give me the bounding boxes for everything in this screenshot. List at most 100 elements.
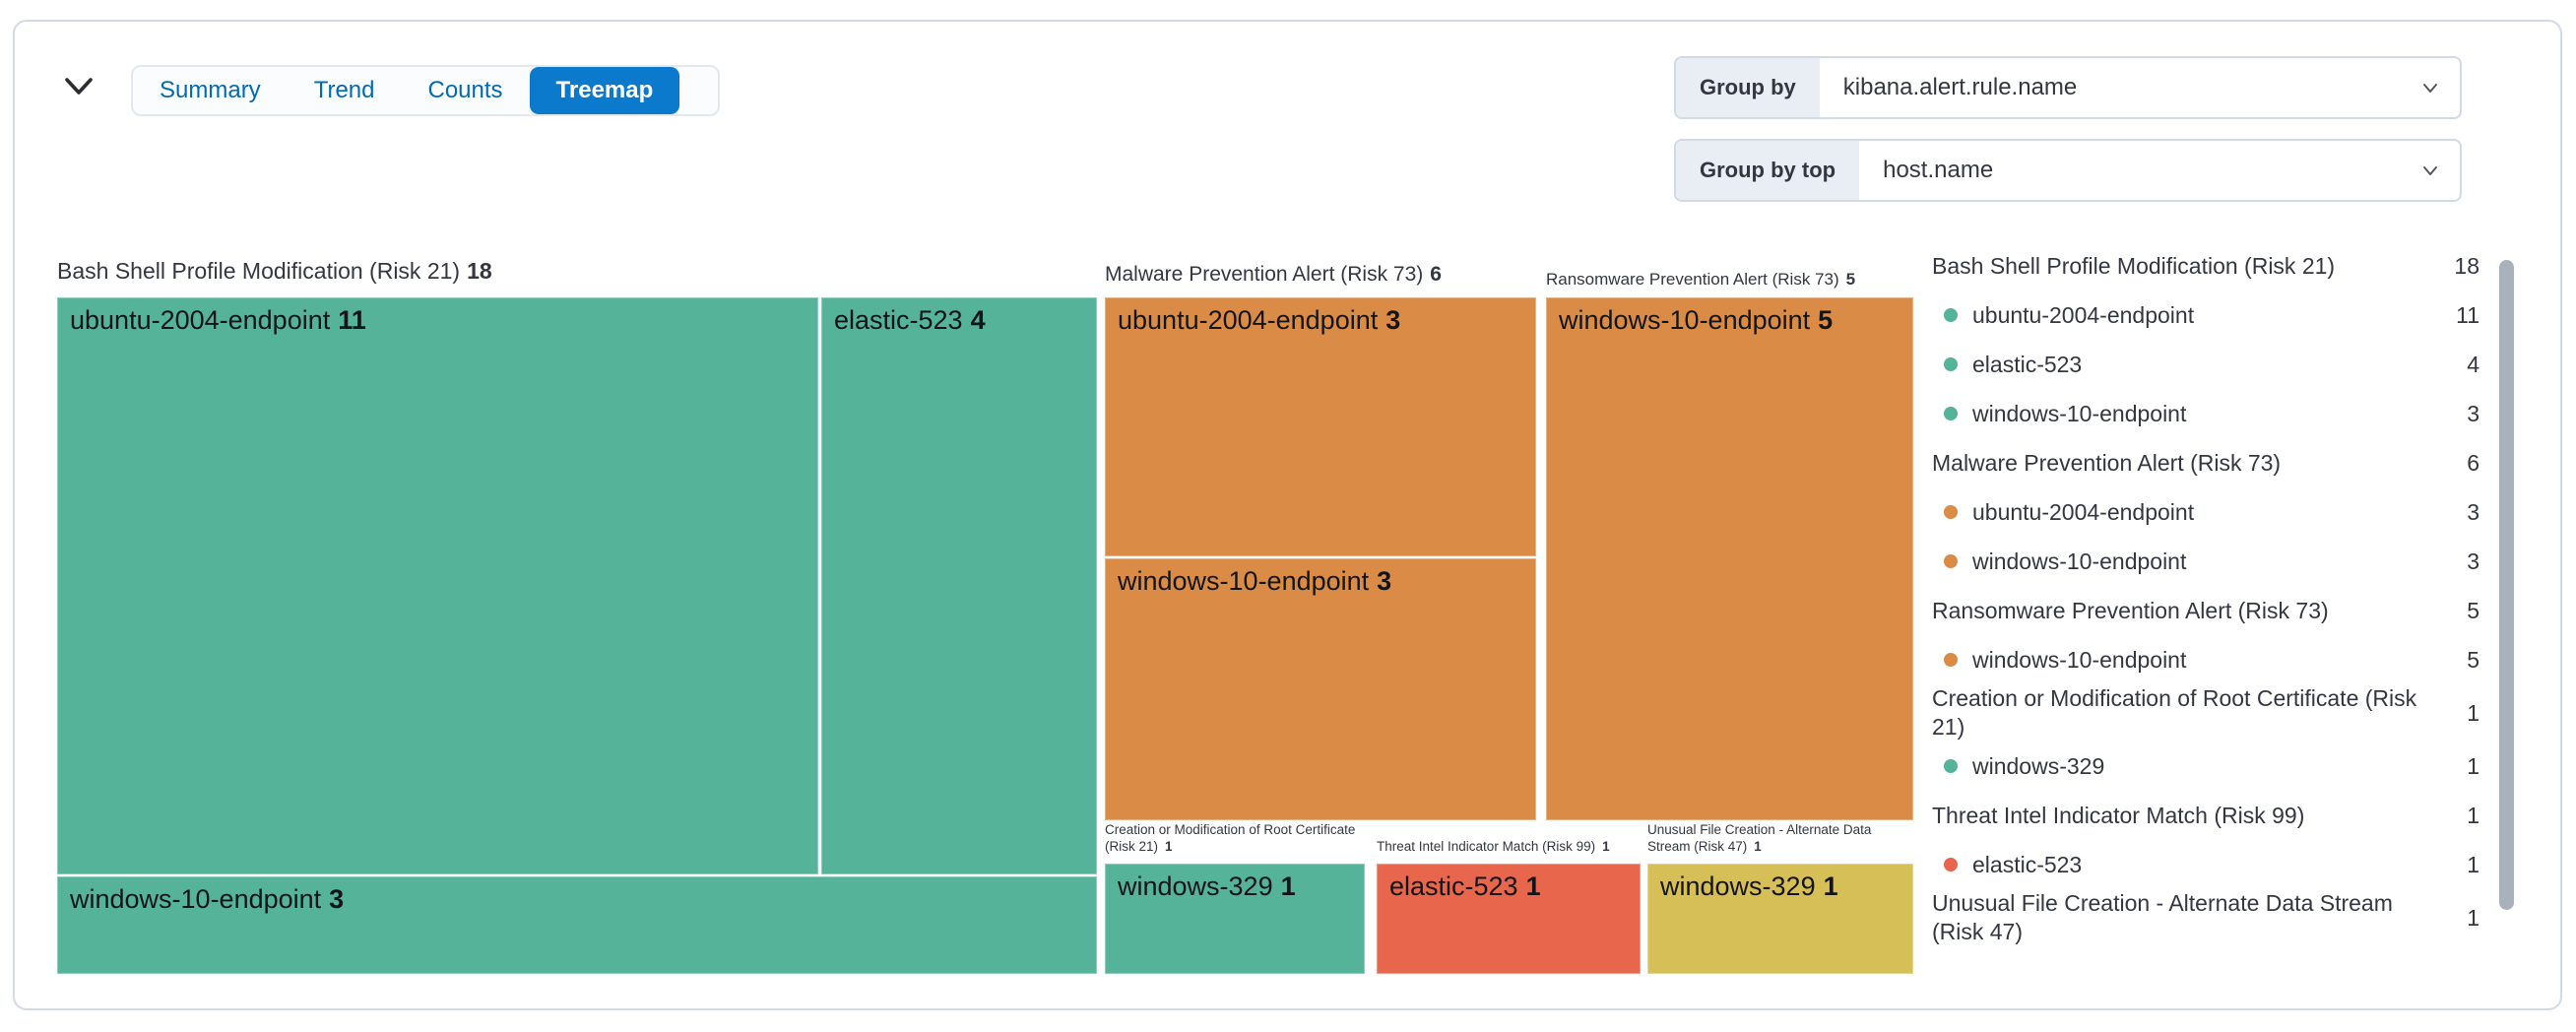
group-name: Unusual File Creation - Alternate Data S…: [1647, 822, 1872, 854]
treemap-cell[interactable]: windows-329 1: [1647, 864, 1913, 974]
group-by-control: Group by kibana.alert.rule.name: [1674, 56, 2462, 119]
legend-value: 18: [2454, 252, 2479, 279]
group-by-select[interactable]: kibana.alert.rule.name: [1820, 58, 2460, 117]
treemap-group-header: Ransomware Prevention Alert (Risk 73) 5: [1546, 269, 1855, 290]
legend-label: windows-10-endpoint: [1972, 646, 2187, 673]
group-name: Creation or Modification of Root Certifi…: [1105, 822, 1356, 854]
cell-name: windows-10-endpoint: [1118, 566, 1370, 596]
group-name: Ransomware Prevention Alert (Risk 73): [1546, 270, 1839, 289]
legend-label: ubuntu-2004-endpoint: [1972, 301, 2195, 328]
group-by-top-label: Group by top: [1676, 141, 1860, 200]
legend-label: elastic-523: [1972, 351, 2083, 377]
legend-dot: [1944, 759, 1958, 773]
legend-row[interactable]: Creation or Modification of Root Certifi…: [1930, 684, 2479, 742]
legend-label: Unusual File Creation - Alternate Data S…: [1932, 890, 2393, 944]
legend-dot: [1944, 505, 1958, 519]
treemap-group-header: Unusual File Creation - Alternate Data S…: [1647, 822, 1901, 856]
legend-label: windows-10-endpoint: [1972, 400, 2187, 426]
legend-label: Creation or Modification of Root Certifi…: [1932, 685, 2417, 740]
cell-name: windows-329: [1118, 871, 1273, 901]
collapse-panel-button[interactable]: [57, 69, 100, 104]
legend-dot: [1944, 357, 1958, 371]
cell-count: 3: [1377, 566, 1392, 596]
tab-summary[interactable]: Summary: [133, 67, 288, 114]
cell-count: 5: [1818, 305, 1834, 335]
legend-label: elastic-523: [1972, 851, 2083, 877]
chevron-down-icon: [2418, 159, 2442, 182]
legend-row[interactable]: windows-10-endpoint 3: [1930, 389, 2479, 438]
tab-treemap[interactable]: Treemap: [529, 67, 680, 114]
cell-name: elastic-523: [834, 305, 963, 335]
cell-count: 4: [970, 305, 986, 335]
legend-label: Bash Shell Profile Modification (Risk 21…: [1932, 252, 2336, 279]
cell-count: 1: [1823, 871, 1838, 901]
legend-label: Ransomware Prevention Alert (Risk 73): [1932, 597, 2329, 623]
cell-name: elastic-523: [1389, 871, 1518, 901]
legend-value: 3: [2467, 498, 2479, 525]
legend-value: 5: [2467, 646, 2479, 673]
group-count: 18: [467, 258, 492, 284]
chevron-down-icon: [62, 76, 96, 97]
cell-name: ubuntu-2004-endpoint: [70, 305, 331, 335]
legend-value: 11: [2456, 301, 2479, 328]
treemap-cell[interactable]: windows-329 1: [1105, 864, 1365, 974]
tab-trend[interactable]: Trend: [288, 67, 402, 114]
group-count: 1: [1165, 838, 1173, 854]
legend-row[interactable]: Malware Prevention Alert (Risk 73) 6: [1930, 438, 2479, 487]
treemap-cell[interactable]: windows-10-endpoint 3: [57, 876, 1097, 974]
treemap-cell[interactable]: windows-10-endpoint 3: [1105, 558, 1536, 820]
legend-dot: [1944, 858, 1958, 871]
legend-value: 4: [2467, 351, 2479, 377]
legend-value: 5: [2467, 597, 2479, 623]
legend-scrollbar-thumb[interactable]: [2499, 260, 2514, 910]
group-by-value: kibana.alert.rule.name: [1842, 74, 2078, 100]
treemap-group-header: Bash Shell Profile Modification (Risk 21…: [57, 257, 492, 286]
legend-label: windows-329: [1972, 752, 2105, 779]
legend-row[interactable]: ubuntu-2004-endpoint 11: [1930, 290, 2479, 340]
cell-name: ubuntu-2004-endpoint: [1118, 305, 1379, 335]
cell-count: 3: [329, 884, 345, 914]
treemap-cell[interactable]: windows-10-endpoint 5: [1546, 297, 1913, 820]
treemap-cell[interactable]: elastic-523 1: [1377, 864, 1641, 974]
legend-row[interactable]: Unusual File Creation - Alternate Data S…: [1930, 889, 2479, 946]
legend-value: 1: [2467, 802, 2479, 828]
cell-count: 3: [1385, 305, 1401, 335]
legend-label: Malware Prevention Alert (Risk 73): [1932, 449, 2282, 476]
treemap-cell[interactable]: elastic-523 4: [821, 297, 1097, 874]
treemap-cell[interactable]: ubuntu-2004-endpoint 11: [57, 297, 818, 874]
alerts-view-button-group: Summary Trend Counts Treemap: [131, 65, 720, 116]
legend-value: 3: [2467, 548, 2479, 574]
legend-row[interactable]: elastic-523 1: [1930, 840, 2479, 889]
legend-row[interactable]: windows-329 1: [1930, 742, 2479, 791]
legend-row[interactable]: Threat Intel Indicator Match (Risk 99) 1: [1930, 791, 2479, 840]
treemap-group-header: Malware Prevention Alert (Risk 73) 6: [1105, 262, 1442, 288]
chevron-down-icon: [2418, 76, 2442, 99]
cell-name: windows-329: [1660, 871, 1816, 901]
legend-dot: [1944, 554, 1958, 568]
legend-value: 1: [2467, 699, 2479, 726]
cell-name: windows-10-endpoint: [70, 884, 322, 914]
legend-dot: [1944, 308, 1958, 322]
treemap-cell[interactable]: ubuntu-2004-endpoint 3: [1105, 297, 1536, 556]
legend-value: 1: [2467, 904, 2479, 931]
group-count: 6: [1430, 263, 1442, 286]
legend-row[interactable]: Ransomware Prevention Alert (Risk 73) 5: [1930, 586, 2479, 635]
legend-value: 6: [2467, 449, 2479, 476]
legend-row[interactable]: Bash Shell Profile Modification (Risk 21…: [1930, 241, 2479, 290]
group-by-label: Group by: [1676, 58, 1820, 117]
legend-row[interactable]: windows-10-endpoint 5: [1930, 635, 2479, 684]
group-count: 1: [1602, 839, 1610, 854]
tab-counts[interactable]: Counts: [402, 67, 530, 114]
group-count: 5: [1845, 270, 1856, 289]
legend-row[interactable]: windows-10-endpoint 3: [1930, 537, 2479, 586]
legend-row[interactable]: ubuntu-2004-endpoint 3: [1930, 487, 2479, 537]
cell-count: 1: [1280, 871, 1296, 901]
group-name: Threat Intel Indicator Match (Risk 99): [1377, 839, 1596, 854]
legend-value: 3: [2467, 400, 2479, 426]
legend-dot: [1944, 407, 1958, 420]
group-by-top-select[interactable]: host.name: [1859, 141, 2460, 200]
cell-count: 1: [1525, 871, 1541, 901]
group-name: Malware Prevention Alert (Risk 73): [1105, 263, 1424, 286]
legend-row[interactable]: elastic-523 4: [1930, 340, 2479, 389]
